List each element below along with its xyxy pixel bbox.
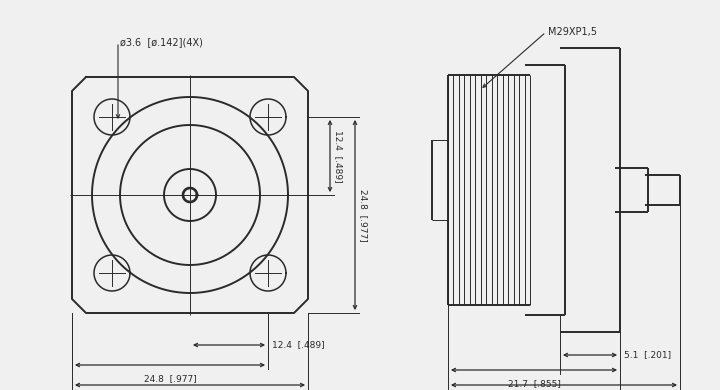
Text: 24.8  [.977]: 24.8 [.977] [359,189,368,241]
Text: 12.4  [.489]: 12.4 [.489] [334,130,343,182]
Text: 24.8  [.977]: 24.8 [.977] [143,374,197,383]
Text: ø3.6  [ø.142](4X): ø3.6 [ø.142](4X) [120,37,203,47]
Text: 12.4  [.489]: 12.4 [.489] [272,340,325,349]
Text: 21.7  [.855]: 21.7 [.855] [508,379,560,388]
Text: 5.1  [.201]: 5.1 [.201] [624,351,671,360]
Text: M29XP1,5: M29XP1,5 [548,27,597,37]
